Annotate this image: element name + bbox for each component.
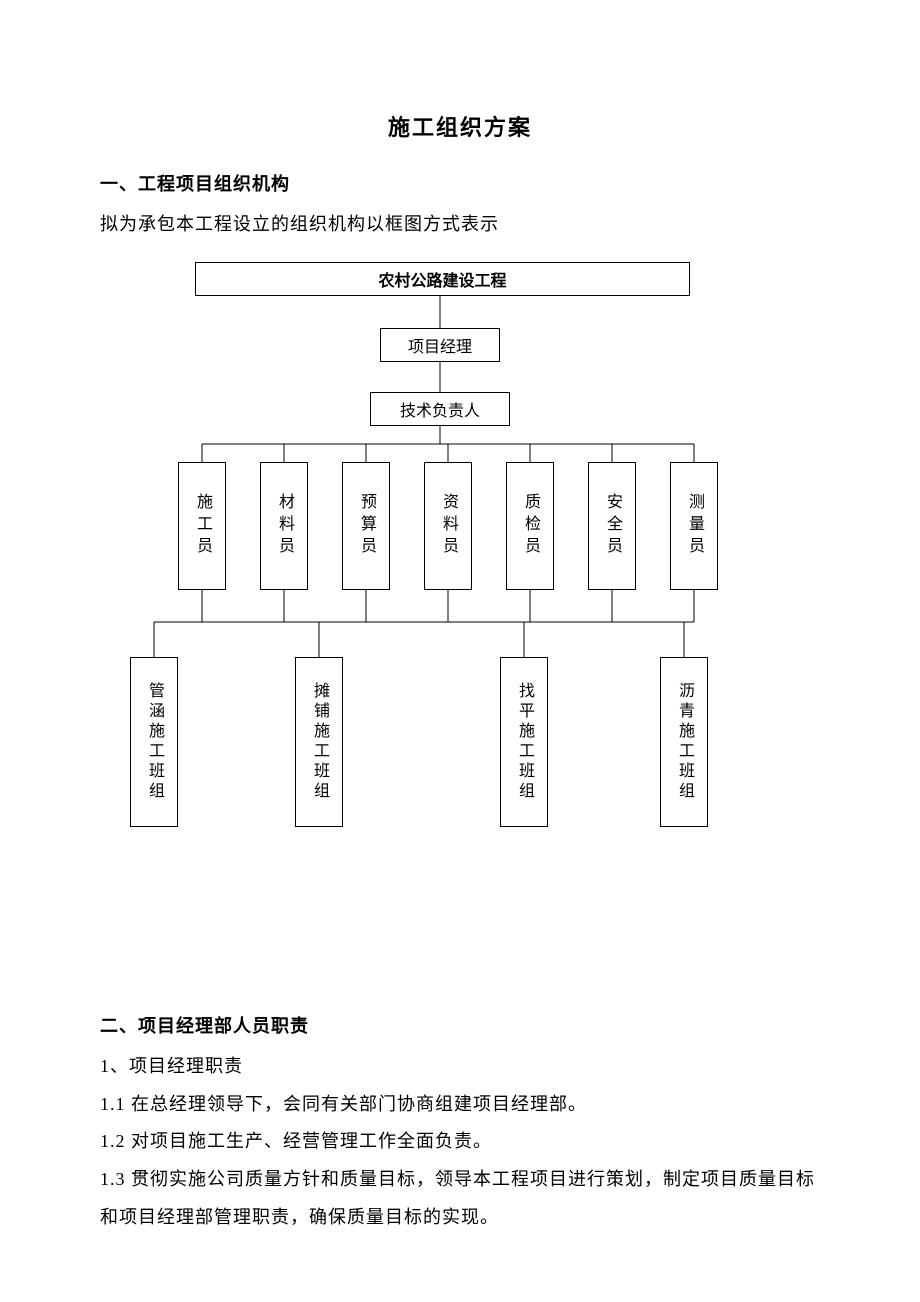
section2-heading: 二、项目经理部人员职责 [100,1012,820,1038]
org-node-r6: 安全员 [588,462,636,590]
section1-heading: 一、工程项目组织机构 [100,170,820,196]
org-node-top: 农村公路建设工程 [195,262,690,296]
org-node-tech: 技术负责人 [370,392,510,426]
section1-intro: 拟为承包本工程设立的组织机构以框图方式表示 [100,206,820,244]
resp-p3: 1.3 贯彻实施公司质量方针和质量目标，领导本工程项目进行策划，制定项目质量目标… [100,1161,820,1237]
resp-p1: 1.1 在总经理领导下，会同有关部门协商组建项目经理部。 [100,1086,820,1124]
org-node-t2: 摊铺施工班组 [295,657,343,827]
org-node-r1: 施工员 [178,462,226,590]
org-node-r3: 预算员 [342,462,390,590]
org-node-t1: 管涵施工班组 [130,657,178,827]
resp-p2: 1.2 对项目施工生产、经营管理工作全面负责。 [100,1123,820,1161]
resp-h1: 1、项目经理职责 [100,1048,820,1086]
section-spacer [100,842,820,1012]
org-node-r2: 材料员 [260,462,308,590]
org-node-r7: 测量员 [670,462,718,590]
doc-title: 施工组织方案 [100,110,820,142]
org-node-r4: 资料员 [424,462,472,590]
org-chart: 农村公路建设工程项目经理技术负责人施工员材料员预算员资料员质检员安全员测量员管涵… [100,262,820,842]
org-node-pm: 项目经理 [380,328,500,362]
org-node-r5: 质检员 [506,462,554,590]
org-node-t4: 沥青施工班组 [660,657,708,827]
org-node-t3: 找平施工班组 [500,657,548,827]
document-page: 施工组织方案 一、工程项目组织机构 拟为承包本工程设立的组织机构以框图方式表示 … [0,0,920,1302]
